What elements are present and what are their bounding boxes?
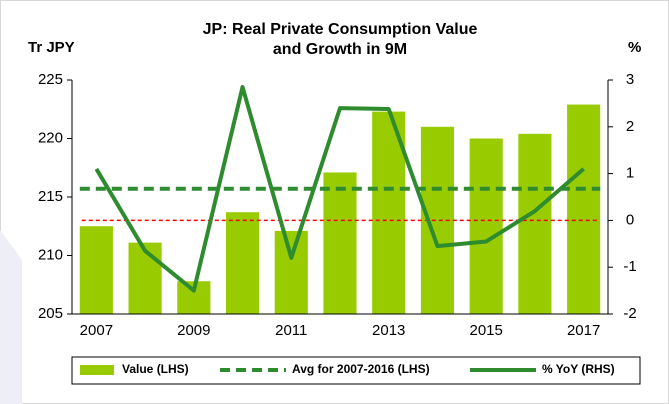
chart-title: and Growth in 9M: [273, 41, 407, 58]
x-tick-label: 2011: [275, 322, 307, 339]
x-tick-label: 2009: [177, 322, 210, 339]
bar: [567, 104, 601, 314]
legend-label: Avg for 2007-2016 (LHS): [292, 362, 430, 376]
bar: [79, 226, 113, 314]
y-tick-label: 225: [38, 71, 63, 88]
legend-label: Value (LHS): [122, 362, 189, 376]
y2-tick-label: -1: [623, 258, 636, 275]
y-tick-label: 220: [38, 129, 63, 146]
legend-label: % YoY (RHS): [542, 362, 615, 376]
y-axis-label: Tr JPY: [28, 39, 75, 56]
x-tick-label: 2007: [80, 322, 113, 339]
y2-tick-label: 0: [626, 211, 634, 228]
bar: [128, 242, 162, 314]
bar: [225, 212, 260, 314]
bar: [323, 172, 357, 314]
legend-box: [71, 356, 641, 385]
x-tick-label: 2015: [469, 322, 502, 339]
bar: [518, 133, 552, 314]
y2-tick-label: 3: [626, 71, 634, 88]
x-tick-label: 2017: [567, 322, 600, 339]
x-tick-label: 2013: [372, 322, 405, 339]
y2-axis-label: %: [628, 39, 641, 56]
y-tick-label: 215: [38, 188, 63, 205]
chart-title: JP: Real Private Consumption Value: [203, 21, 478, 38]
y-tick-label: 210: [38, 246, 63, 263]
legend-swatch: [80, 365, 114, 375]
y2-tick-label: 2: [626, 118, 634, 135]
y-tick-label: 205: [38, 305, 63, 322]
decoration: [0, 230, 22, 404]
y2-tick-label: 1: [626, 165, 634, 182]
bar: [469, 138, 503, 314]
y2-tick-label: -2: [623, 305, 636, 322]
bar: [274, 230, 308, 314]
line: [94, 85, 585, 293]
